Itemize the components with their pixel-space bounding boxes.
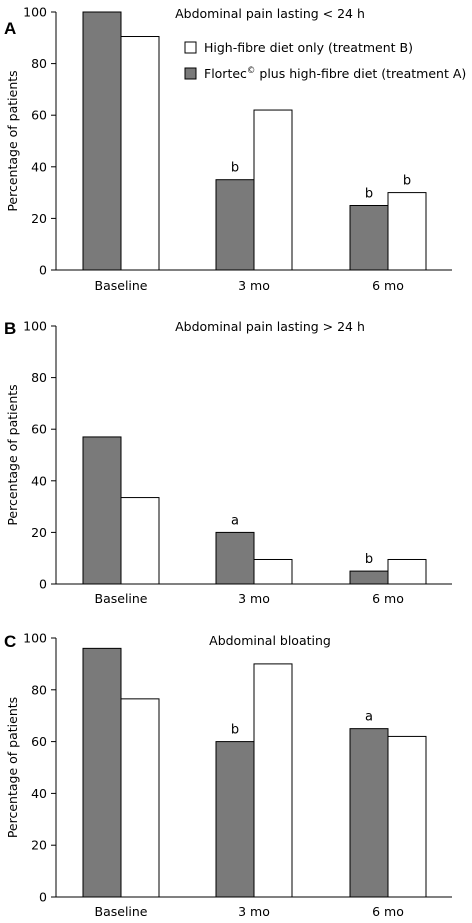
legend-swatch-treatment-b <box>184 41 197 54</box>
bar-treatment-b <box>253 558 293 585</box>
bar-treatment-a <box>215 531 255 585</box>
y-tick-label: 0 <box>39 577 47 592</box>
y-tick-label: 0 <box>39 890 47 905</box>
x-tick-label: Baseline <box>95 591 148 606</box>
y-axis-label: Percentage of patients <box>5 697 20 838</box>
bar-treatment-a <box>82 647 122 898</box>
significance-label: b <box>365 552 373 567</box>
legend-label-treatment-a: Flortec© plus high-fibre diet (treatment… <box>204 66 466 81</box>
y-tick-label: 0 <box>39 263 47 278</box>
bar-treatment-a <box>82 436 122 585</box>
significance-label: b <box>231 723 239 738</box>
significance-label: b <box>231 161 239 176</box>
chart-title: Abdominal pain lasting < 24 h <box>175 6 365 21</box>
x-tick-label: 6 mo <box>372 591 404 606</box>
y-tick-label: 60 <box>31 108 47 123</box>
x-tick-label: Baseline <box>95 904 148 919</box>
y-tick-label: 80 <box>31 56 47 71</box>
x-tick-label: 6 mo <box>372 904 404 919</box>
legend-swatch-treatment-a <box>184 67 197 80</box>
y-tick-label: 40 <box>31 786 47 801</box>
y-tick-label: 80 <box>31 370 47 385</box>
panel-letter: B <box>4 319 16 338</box>
bar-treatment-b <box>253 109 293 271</box>
chart-title: Abdominal bloating <box>209 633 331 648</box>
bar-treatment-b <box>120 497 160 585</box>
y-tick-label: 60 <box>31 734 47 749</box>
bar-treatment-a <box>215 179 255 271</box>
bar-treatment-a <box>349 570 389 585</box>
chart-title: Abdominal pain lasting > 24 h <box>175 319 365 334</box>
bar-treatment-a <box>349 205 389 271</box>
y-tick-label: 20 <box>31 211 47 226</box>
bar-treatment-b <box>253 663 293 898</box>
y-tick-label: 100 <box>23 5 47 20</box>
bar-treatment-a <box>215 741 255 898</box>
y-axis-label: Percentage of patients <box>5 384 20 525</box>
bar-treatment-b <box>120 698 160 898</box>
bar-treatment-b <box>387 192 427 271</box>
x-tick-label: 6 mo <box>372 278 404 293</box>
legend-label-treatment-b: High-fibre diet only (treatment B) <box>204 40 413 55</box>
significance-label: a <box>365 710 373 725</box>
y-axis-label: Percentage of patients <box>5 70 20 211</box>
significance-label: b <box>365 187 373 202</box>
x-tick-label: Baseline <box>95 278 148 293</box>
x-tick-label: 3 mo <box>238 591 270 606</box>
significance-label: a <box>231 513 239 528</box>
y-tick-label: 20 <box>31 838 47 853</box>
bar-treatment-a <box>82 11 122 271</box>
bar-treatment-b <box>387 735 427 898</box>
y-tick-label: 40 <box>31 473 47 488</box>
panel-letter: A <box>4 19 16 38</box>
y-tick-label: 40 <box>31 159 47 174</box>
panel-letter: C <box>4 632 16 651</box>
x-tick-label: 3 mo <box>238 278 270 293</box>
bar-treatment-a <box>349 728 389 898</box>
y-tick-label: 100 <box>23 631 47 646</box>
significance-label: b <box>403 174 411 189</box>
y-tick-label: 100 <box>23 319 47 334</box>
x-tick-label: 3 mo <box>238 904 270 919</box>
y-tick-label: 20 <box>31 525 47 540</box>
y-tick-label: 80 <box>31 682 47 697</box>
bar-treatment-b <box>120 36 160 271</box>
y-tick-label: 60 <box>31 422 47 437</box>
bar-treatment-b <box>387 558 427 585</box>
